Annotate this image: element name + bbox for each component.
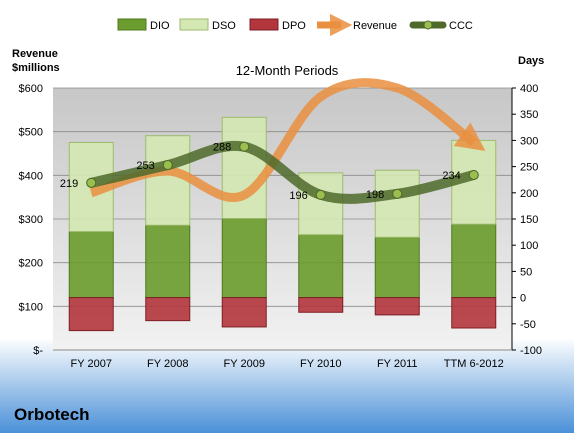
ccc-data-label: 219 [60,178,78,190]
left-axis-title-line2: $millions [12,62,60,74]
bar-dpo [298,297,344,313]
legend-label: DIO [150,20,170,32]
bar-dio [298,234,344,299]
left-tick-label: $100 [19,301,43,313]
right-tick-label: 250 [520,162,538,174]
right-tick-label: 50 [520,266,532,278]
ccc-point [239,141,250,152]
bar-dpo [145,297,191,322]
ccc-point [86,177,97,188]
company-name: Orbotech [14,405,90,424]
bar-dpo [221,297,267,328]
x-tick-label: FY 2008 [147,358,188,370]
ccc-data-label: 288 [213,142,231,154]
x-tick-label: FY 2009 [224,358,265,370]
left-tick-label: $- [33,345,43,357]
left-axis-title-line1: Revenue [12,48,58,60]
bar-dio [451,223,497,299]
left-tick-label: $200 [19,258,43,270]
ccc-data-label: 198 [366,189,384,201]
bar-dpo [374,297,420,316]
bar-dio [221,217,267,299]
right-tick-label: 150 [520,214,538,226]
right-tick-label: 400 [520,83,538,95]
legend-swatch [179,18,209,31]
left-tick-label: $600 [19,83,43,95]
right-tick-label: -50 [520,319,536,331]
legend-swatch [249,18,279,31]
x-tick-label: FY 2010 [300,358,341,370]
bar-dio [145,224,191,299]
ccc-point [468,169,479,180]
bar-dio [68,231,114,299]
ccc-data-label: 234 [442,170,460,182]
right-tick-label: 350 [520,109,538,121]
chart-title: 12-Month Periods [236,63,339,78]
right-tick-label: 100 [520,240,538,252]
right-tick-label: 200 [520,188,538,200]
legend-swatch [117,18,147,31]
x-tick-label: FY 2011 [377,358,418,370]
legend-label: DPO [282,20,306,32]
ccc-data-label: 196 [289,190,307,202]
ccc-data-label: 253 [136,160,154,172]
ccc-point [392,188,403,199]
bar-dso [221,116,267,219]
left-tick-label: $400 [19,170,43,182]
right-tick-label: -100 [520,345,542,357]
legend-label: CCC [449,20,473,32]
bar-dpo [68,297,114,332]
x-tick-label: TTM 6-2012 [444,358,504,370]
right-axis-title: Days [518,55,544,67]
bar-dso [374,169,420,238]
left-tick-label: $300 [19,214,43,226]
right-tick-label: 300 [520,135,538,147]
left-tick-label: $500 [19,127,43,139]
bar-dio [374,236,420,299]
legend-label: DSO [212,20,236,32]
x-tick-label: FY 2007 [71,358,112,370]
bar-dso [145,135,191,226]
ccc-point [162,160,173,171]
ccc-point [315,189,326,200]
right-tick-label: 0 [520,293,526,305]
bar-dpo [451,297,497,329]
legend-point [423,20,433,30]
legend-label: Revenue [353,20,397,32]
